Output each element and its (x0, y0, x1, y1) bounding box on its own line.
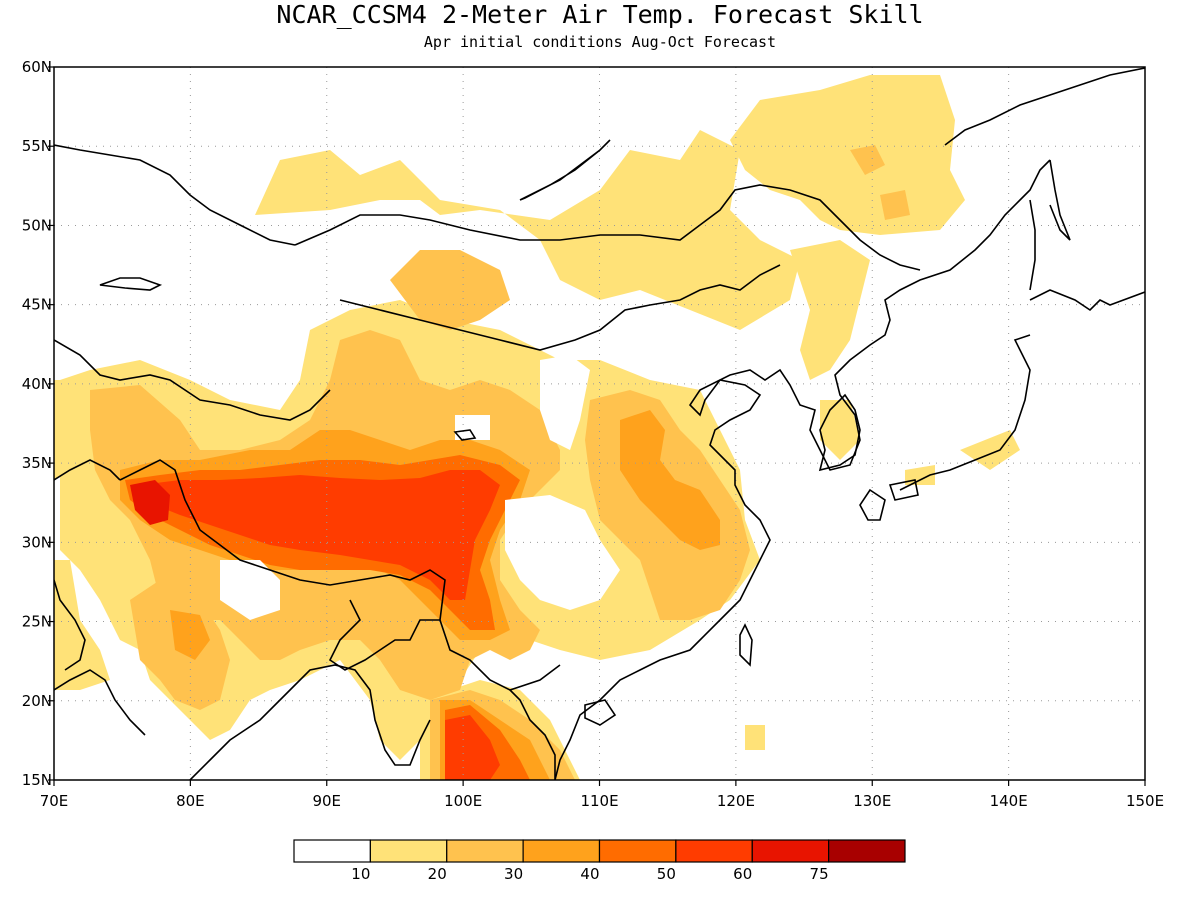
colorbar-label: 60 (733, 865, 752, 883)
colorbar-swatch (293, 839, 371, 863)
skill-region-north-mongolia (255, 130, 800, 330)
skill-shading-layer (54, 75, 1020, 780)
skill-region-manchuria-spot (850, 145, 885, 175)
coastline-india-bay (189, 664, 431, 780)
skill-region-west-india (54, 560, 110, 690)
skill-region-kashmir-peak (130, 480, 170, 525)
border-central-asia (54, 339, 331, 421)
border-india-tibet (119, 459, 561, 691)
coastline-russia-pacific (1049, 159, 1071, 241)
border-china-mongolia (294, 184, 921, 271)
coastline-arabian (54, 579, 86, 671)
lake-balkhash (99, 277, 163, 291)
skill-region-taiwan (745, 725, 765, 750)
lat-tick-label: 20N (22, 692, 52, 710)
lat-tick-label: 45N (22, 296, 52, 314)
lat-tick-label: 50N (22, 216, 52, 234)
skill-region-korea (820, 400, 860, 460)
colorbar-swatch (369, 839, 448, 863)
coastline-japan-kyushu (859, 488, 886, 521)
coastline-japan-honshu (899, 334, 1031, 491)
coastline-layer (54, 67, 1145, 780)
coastline-china-east (554, 159, 1051, 780)
colorbar-label: 10 (351, 865, 370, 883)
colorbar-swatch (828, 839, 906, 863)
colorbar: 10 20 30 40 50 60 75 (293, 839, 906, 883)
lon-tick-label: 90E (312, 792, 341, 810)
skill-region-manchuria-spot-2 (880, 190, 910, 220)
colorbar-swatch (751, 839, 830, 863)
lat-tick-label: 35N (22, 454, 52, 472)
coastline-sakhalin (1029, 199, 1036, 291)
lat-tick-label: 60N (22, 58, 52, 76)
colorbar-swatch (598, 839, 677, 863)
border-kazakhstan (54, 144, 296, 246)
skill-gap-sichuan (505, 495, 620, 610)
lon-tick-label: 110E (580, 792, 618, 810)
lon-tick-label: 70E (40, 792, 69, 810)
lon-tick-label: 130E (853, 792, 891, 810)
lon-tick-label: 120E (717, 792, 755, 810)
colorbar-label: 30 (504, 865, 523, 883)
lat-tick-label: 25N (22, 613, 52, 631)
colorbar-swatch (675, 839, 753, 863)
skill-region-central-asia (54, 380, 70, 480)
coastline-hainan (584, 699, 617, 726)
coastline-india-west (54, 669, 146, 736)
lon-tick-label: 80E (176, 792, 205, 810)
longitude-axis: 70E 80E 90E 100E 110E 120E 130E 140E 150E (40, 780, 1164, 810)
coastline-hokkaido (1029, 289, 1145, 312)
map-title: NCAR_CCSM4 2-Meter Air Temp. Forecast Sk… (276, 0, 924, 29)
skill-region-tibet-peak (140, 470, 500, 600)
lake-qinghai (453, 429, 477, 441)
border-mongolia-south (339, 264, 781, 351)
border-vietnam (509, 689, 556, 780)
lat-tick-label: 40N (22, 375, 52, 393)
lat-tick-label: 30N (22, 533, 52, 551)
map-subtitle: Apr initial conditions Aug-Oct Forecast (423, 33, 777, 51)
lat-tick-label: 55N (22, 137, 52, 155)
lake-baikal (519, 139, 611, 201)
colorbar-label: 40 (580, 865, 599, 883)
lat-tick-label: 15N (22, 771, 52, 789)
skill-region-northeast-china (790, 240, 870, 380)
lon-tick-label: 100E (444, 792, 482, 810)
colorbar-label: 75 (810, 865, 829, 883)
skill-region-east-china-core (620, 410, 720, 550)
colorbar-swatch (522, 839, 601, 863)
lon-tick-label: 150E (1126, 792, 1164, 810)
coastline-taiwan (739, 623, 753, 667)
colorbar-swatch (446, 839, 524, 863)
border-myanmar (328, 599, 440, 671)
lon-tick-label: 140E (990, 792, 1028, 810)
skill-region-mongolia-center (390, 250, 510, 330)
coastline-korea (818, 393, 861, 472)
skill-gap-gobi (455, 415, 490, 440)
coastline-japan-shikoku (888, 479, 919, 501)
border-pakistan (54, 459, 121, 481)
skill-region-indochina-peak (445, 715, 500, 780)
colorbar-label: 20 (428, 865, 447, 883)
skill-region-manchuria (730, 75, 965, 235)
colorbar-label: 50 (657, 865, 676, 883)
latitude-axis: 15N 20N 25N 30N 35N 40N 45N 50N 55N 60N (22, 58, 54, 789)
skill-gap-india (220, 560, 280, 620)
skill-gap-north-china (540, 355, 590, 450)
coastline-okhotsk (944, 67, 1145, 146)
